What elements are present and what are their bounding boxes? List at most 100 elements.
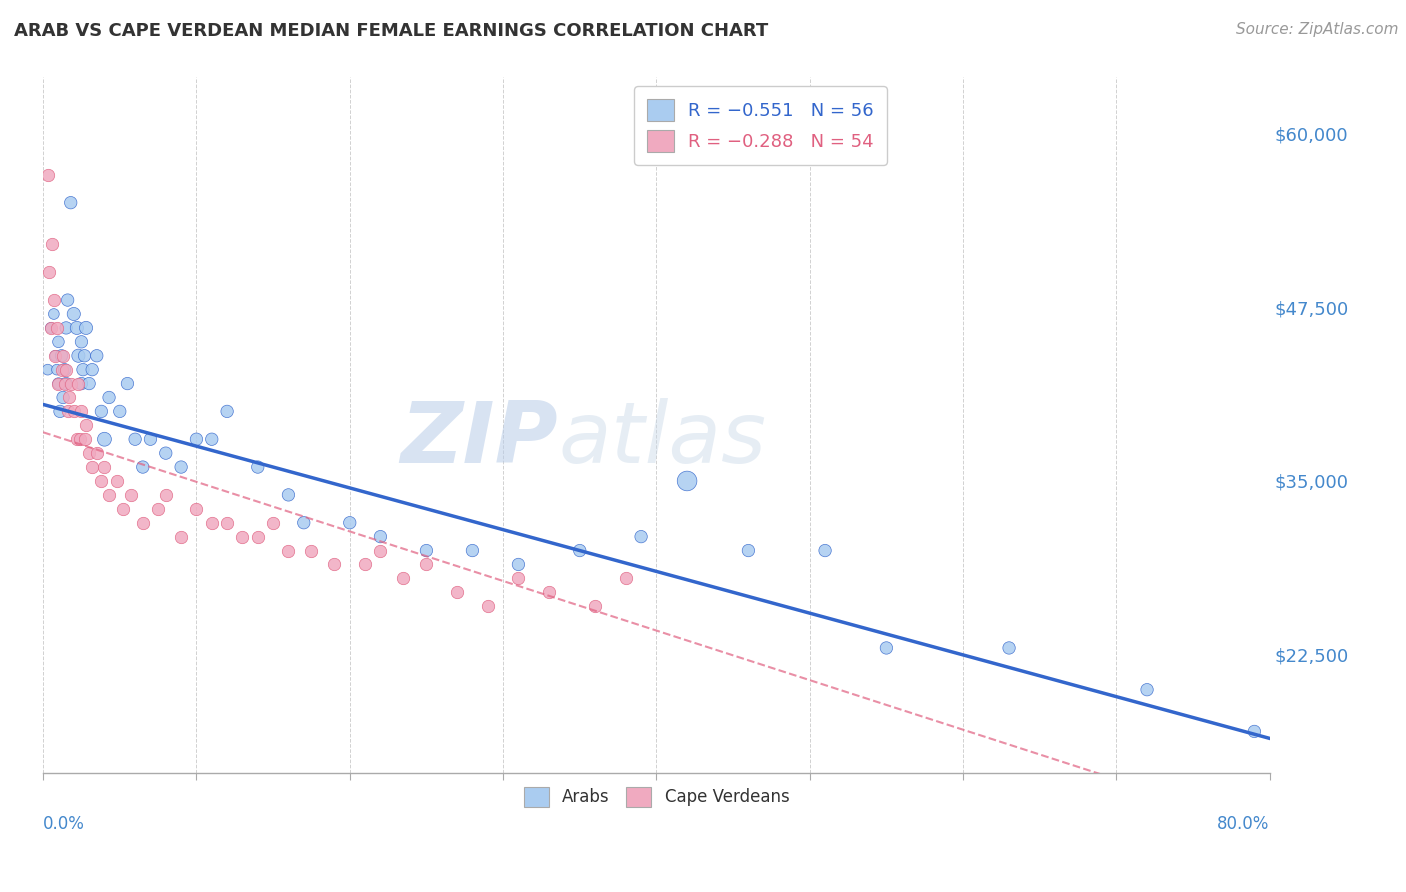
Point — [277, 488, 299, 502]
Point — [48, 376, 70, 391]
Point — [37, 168, 59, 182]
Point — [292, 516, 315, 530]
Point — [301, 543, 323, 558]
Point — [583, 599, 606, 614]
Point — [262, 516, 284, 530]
Point — [51, 362, 73, 376]
Point — [55, 321, 77, 335]
Point — [51, 349, 73, 363]
Point — [339, 516, 361, 530]
Point — [415, 543, 437, 558]
Point — [82, 460, 104, 475]
Text: ZIP: ZIP — [401, 398, 558, 481]
Point — [70, 334, 93, 349]
Point — [132, 460, 155, 475]
Point — [77, 446, 100, 460]
Point — [246, 460, 269, 475]
Point — [111, 501, 134, 516]
Point — [139, 432, 162, 446]
Point — [56, 293, 79, 307]
Point — [38, 265, 60, 279]
Point — [998, 640, 1021, 655]
Point — [105, 474, 128, 488]
Point — [170, 460, 193, 475]
Point — [93, 432, 115, 446]
Point — [52, 349, 75, 363]
Point — [170, 530, 193, 544]
Point — [508, 571, 530, 585]
Point — [814, 543, 837, 558]
Point — [72, 362, 94, 376]
Point — [120, 488, 142, 502]
Text: Source: ZipAtlas.com: Source: ZipAtlas.com — [1236, 22, 1399, 37]
Point — [568, 543, 591, 558]
Point — [66, 432, 89, 446]
Point — [39, 321, 62, 335]
Point — [42, 307, 65, 321]
Point — [67, 349, 90, 363]
Point — [66, 321, 89, 335]
Point — [630, 530, 652, 544]
Point — [82, 362, 104, 376]
Point — [614, 571, 637, 585]
Text: 80.0%: 80.0% — [1218, 815, 1270, 833]
Point — [48, 376, 70, 391]
Point — [53, 362, 76, 376]
Legend: Arabs, Cape Verdeans: Arabs, Cape Verdeans — [517, 780, 796, 814]
Point — [62, 307, 84, 321]
Point — [461, 543, 484, 558]
Point — [370, 543, 392, 558]
Point — [98, 391, 121, 405]
Point — [93, 460, 115, 475]
Point — [217, 404, 239, 418]
Point — [201, 516, 224, 530]
Point — [538, 585, 561, 599]
Point — [201, 432, 224, 446]
Point — [55, 362, 77, 376]
Point — [75, 321, 97, 335]
Text: atlas: atlas — [558, 398, 766, 481]
Point — [217, 516, 239, 530]
Point — [73, 432, 96, 446]
Point — [98, 488, 121, 502]
Point — [45, 321, 67, 335]
Point — [52, 391, 75, 405]
Point — [56, 404, 79, 418]
Point — [53, 376, 76, 391]
Point — [1136, 682, 1159, 697]
Point — [354, 558, 377, 572]
Point — [370, 530, 392, 544]
Point — [124, 432, 146, 446]
Point — [1243, 724, 1265, 739]
Point — [55, 376, 77, 391]
Point — [62, 404, 84, 418]
Point — [737, 543, 759, 558]
Point — [277, 543, 299, 558]
Point — [45, 362, 67, 376]
Point — [77, 376, 100, 391]
Point — [415, 558, 437, 572]
Point — [875, 640, 897, 655]
Point — [39, 321, 62, 335]
Point — [676, 474, 699, 488]
Point — [186, 432, 208, 446]
Point — [477, 599, 499, 614]
Point — [246, 530, 269, 544]
Point — [70, 376, 93, 391]
Point — [392, 571, 415, 585]
Point — [73, 349, 96, 363]
Point — [49, 404, 72, 418]
Point — [323, 558, 346, 572]
Point — [41, 237, 63, 252]
Point — [48, 334, 70, 349]
Point — [90, 474, 112, 488]
Point — [90, 404, 112, 418]
Point — [186, 501, 208, 516]
Point — [59, 195, 82, 210]
Point — [86, 446, 108, 460]
Point — [75, 418, 97, 433]
Point — [508, 558, 530, 572]
Point — [446, 585, 468, 599]
Point — [42, 293, 65, 307]
Point — [155, 446, 177, 460]
